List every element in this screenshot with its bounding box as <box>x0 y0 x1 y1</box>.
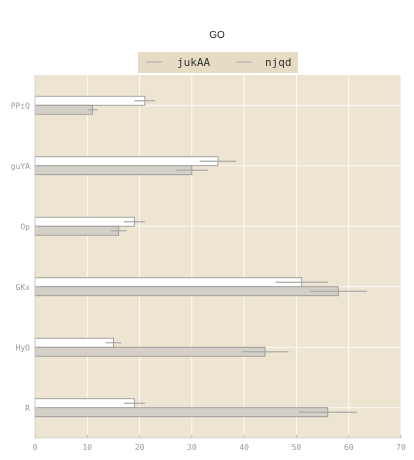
bar-njqd-PPiQ <box>34 104 93 115</box>
x-tick-label: 30 <box>187 443 197 452</box>
y-tick-label: guYA <box>11 162 30 171</box>
bar-jukAA-Op <box>34 216 135 227</box>
bar-jukAA-HyO <box>34 337 114 348</box>
bar-jukAA-guYA <box>34 156 219 167</box>
axes: 0 10 20 30 40 50 60 70 PPiQ guYA Op GKx HyO R <box>11 75 406 452</box>
x-tick-label: 10 <box>82 443 92 452</box>
bar-jukAA-GKx <box>34 277 303 288</box>
bar-njqd-GKx <box>34 286 339 297</box>
plot-area <box>35 75 401 438</box>
y-tick-label: R <box>25 404 30 413</box>
y-tick-label: PPiQ <box>11 101 30 110</box>
legend: jukAA njqd <box>138 52 298 73</box>
chart-title: GO <box>209 30 225 41</box>
y-tick-label: HyO <box>16 343 31 352</box>
bar-njqd-HyO <box>34 346 266 357</box>
x-tick-label: 20 <box>135 443 145 452</box>
y-tick-label: GKx <box>16 283 31 292</box>
x-tick-label: 0 <box>33 443 38 452</box>
bar-jukAA-PPiQ <box>34 95 146 106</box>
x-tick-label: 50 <box>292 443 302 452</box>
x-tick-label: 40 <box>239 443 249 452</box>
bars <box>34 95 368 418</box>
bar-njqd-guYA <box>34 165 193 176</box>
y-tick-label: Op <box>20 222 30 231</box>
bar-jukAA-R <box>34 398 135 409</box>
legend-label-1: njqd <box>265 56 292 69</box>
bar-njqd-Op <box>34 225 120 236</box>
legend-box <box>138 52 298 73</box>
x-tick-label: 70 <box>396 443 406 452</box>
x-tick-label: 60 <box>344 443 354 452</box>
bar-njqd-R <box>34 407 329 418</box>
legend-label-0: jukAA <box>177 56 210 69</box>
